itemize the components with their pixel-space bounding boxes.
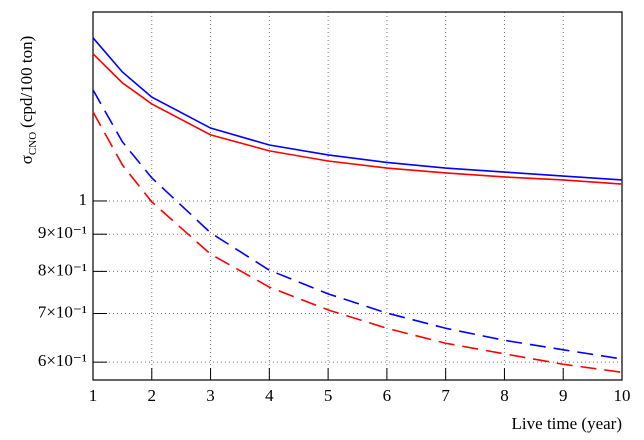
y-axis-label: σCNO (cpd/100 ton) (17, 36, 39, 164)
series-line (92, 53, 623, 185)
x-tick-label: 1 (89, 386, 98, 405)
y-tick-label: 9×10⁻¹ (38, 223, 87, 242)
series-line (92, 37, 623, 181)
x-tick-label: 5 (324, 386, 333, 405)
x-tick-label: 3 (206, 386, 215, 405)
x-tick-label: 6 (383, 386, 392, 405)
y-tick-label: 8×10⁻¹ (38, 260, 87, 279)
series-line (92, 111, 623, 374)
y-label-subscript: CNO (27, 132, 39, 155)
x-tick-label: 7 (441, 386, 450, 405)
series-line (92, 89, 623, 360)
plot-frame (92, 11, 623, 381)
y-tick-label: 6×10⁻¹ (38, 351, 87, 370)
x-tick-label: 2 (148, 386, 157, 405)
y-label-unit: (cpd/100 ton) (17, 36, 36, 128)
x-tick-label: 9 (559, 386, 568, 405)
x-axis-label: Live time (year) (512, 414, 622, 433)
x-tick-label: 10 (614, 386, 631, 405)
x-tick-label: 8 (500, 386, 509, 405)
y-tick-label: 1 (79, 190, 88, 209)
x-tick-label: 4 (265, 386, 274, 405)
y-label-symbol: σ (17, 155, 36, 164)
y-tick-label: 7×10⁻¹ (38, 302, 87, 321)
